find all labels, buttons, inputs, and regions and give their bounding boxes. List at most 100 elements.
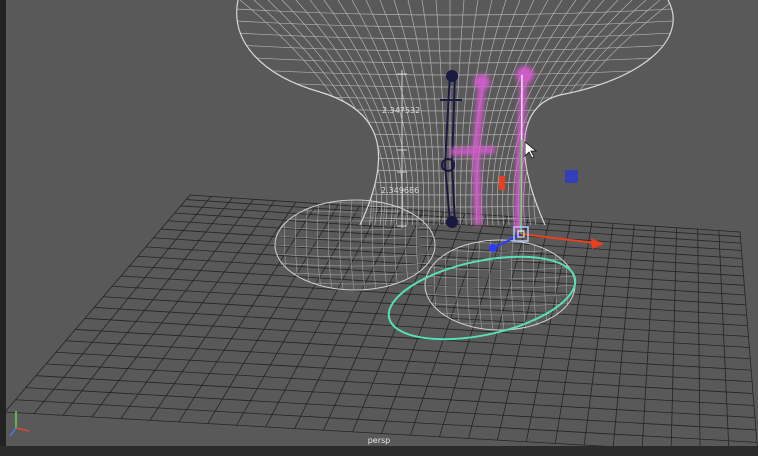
leg-mesh-span [528,0,661,225]
foot-mesh-line [328,200,333,290]
grid-line [84,317,751,360]
axis-gizmo-icon [9,411,30,437]
leg-mesh-ring [236,31,674,40]
leg-mesh-ring [236,55,674,64]
foot-mesh-line [306,200,311,290]
grid-line [189,194,741,233]
grid-line [697,229,701,452]
foot-mesh-line [511,240,516,330]
distance-label-upper: 2.347532 [382,106,421,115]
mouse-cursor-icon [524,141,538,159]
grid-line [145,246,745,286]
foot-mesh-line [566,240,571,330]
grid-line [15,399,758,443]
foot-mesh-line [425,311,575,316]
leg-mesh-span [502,0,591,225]
leg-mesh-ring [236,19,674,28]
leg-mesh-ring [236,127,674,136]
foot-mesh-line [425,275,575,280]
grid-line [174,212,742,251]
grid-line [55,351,754,394]
grid-line [25,387,757,431]
leg-mesh-ring [236,115,674,124]
leg-mesh-ring [236,7,674,16]
leg-mesh-ring [236,139,674,148]
grid-line [35,375,756,419]
grid-line [65,340,753,383]
camera-name-label: persp [367,436,391,445]
leg-mesh-span [323,0,404,225]
leg-mesh-span [454,0,465,225]
grid-line [178,203,318,423]
leg-mesh-span [486,0,549,225]
foot-mesh-line [394,200,399,290]
grid-line [294,209,402,429]
foot-mesh-line [284,200,289,290]
move-manipulator-icon[interactable] [489,140,604,252]
magenta-joint-chain[interactable] [449,66,534,233]
viewport-bottom-border [0,446,758,456]
distance-label-lower: 2.349686 [381,186,420,195]
leg-mesh-span [465,0,493,225]
grid-line [91,199,254,418]
ground-grid [4,194,758,456]
leg-mesh-ring [236,103,674,112]
foot-mesh-line [339,200,344,290]
foot-mesh-line [533,240,538,330]
leg-mesh-ring [236,163,674,172]
foot-mesh-line [350,200,355,290]
grid-line [153,237,744,277]
foot-mesh-line [425,266,575,271]
grid-line [103,296,749,337]
grid-line [612,224,635,447]
foot-mesh-line [456,240,461,330]
dark-joint-chain[interactable] [440,70,462,228]
leg-mesh-ring [236,175,674,184]
foot-mesh-line [383,200,388,290]
right-foot-wireframe[interactable] [423,239,576,333]
grid-line [186,199,741,238]
grid-line [112,285,748,327]
leg-mesh-span [523,0,647,225]
foot-mesh-line [478,240,483,330]
foot-mesh-line [361,200,366,290]
grid-line [207,204,339,424]
viewport-left-border [0,0,6,456]
grid-line [120,200,275,419]
grid-line [4,194,191,413]
grid-line [120,275,747,316]
foot-mesh-line [275,271,435,276]
leg-mesh-span [481,0,535,225]
foot-mesh-line [467,240,472,330]
grid-line [129,265,746,306]
grid-line [137,255,746,296]
leg-mesh-span [407,0,435,225]
leg-mesh-span [351,0,414,225]
leg-mesh-span [460,0,479,225]
grid-line [525,220,572,442]
leg-mesh-ring [236,43,674,52]
foot-control-curve[interactable] [381,242,582,354]
leg-mesh-span [379,0,425,225]
foot-mesh-line [489,240,494,330]
grid-line [265,207,381,428]
grid-line [168,220,743,259]
foot-mesh-line [544,240,549,330]
grid-line [94,307,750,348]
grid-line [62,197,233,416]
foot-mesh-line [372,200,377,290]
distance-measure-tool[interactable] [397,70,407,228]
leg-mesh-span [393,0,430,225]
grid-line [160,228,743,268]
leg-mesh-span [295,0,393,225]
leg-mesh-span [309,0,398,225]
foot-mesh-line [425,293,575,298]
leg-mesh-span [491,0,563,225]
grid-line [46,363,755,406]
foot-mesh-line [275,262,435,267]
leg-mesh-span [496,0,577,225]
left-foot-wireframe[interactable] [273,199,436,293]
foot-mesh-line [317,200,322,290]
